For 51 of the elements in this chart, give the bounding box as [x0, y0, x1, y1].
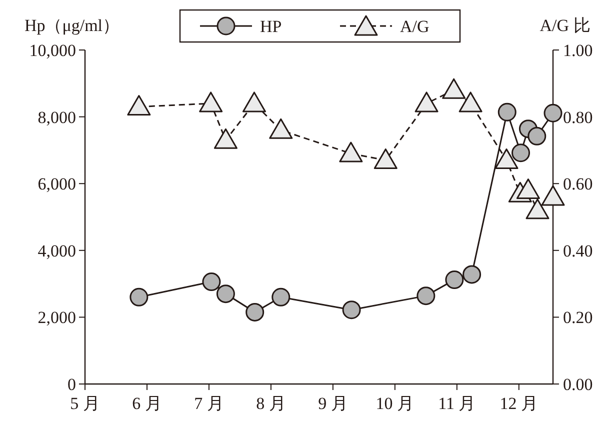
x-tick-label: 5 月: [70, 394, 100, 413]
y2-tick-label: 0.20: [563, 308, 593, 328]
legend-label: HP: [260, 17, 282, 36]
x-tick-label: 11 月: [438, 394, 476, 413]
y-tick-label: 0: [68, 375, 76, 394]
y-tick-label: 6,000: [38, 174, 76, 194]
y2-tick-label: 0.00: [563, 375, 593, 394]
y2-axis-title: A/G 比: [540, 16, 590, 35]
y2-tick-label: 1.00: [563, 41, 593, 60]
point: [339, 142, 363, 162]
point: [414, 92, 438, 112]
x-tick-label: 7 月: [194, 394, 224, 413]
point: [516, 178, 540, 200]
point: [202, 272, 221, 292]
x-tick-label: 6 月: [132, 394, 162, 413]
point: [528, 126, 546, 146]
x-tick-label: 10 月: [376, 394, 414, 413]
point: [445, 270, 464, 290]
point: [342, 300, 361, 320]
x-tick-label: 12 月: [500, 394, 538, 413]
y-tick-label: 10,000: [29, 41, 76, 60]
x-tick-label: 9 月: [318, 394, 348, 413]
y-tick-label: 2,000: [38, 308, 76, 328]
point: [541, 185, 565, 206]
point: [214, 128, 238, 149]
y-tick-label: 8,000: [38, 108, 76, 127]
point: [526, 198, 550, 220]
point: [544, 104, 562, 122]
point: [127, 95, 151, 116]
y-tick-label: 4,000: [38, 241, 76, 260]
point: [416, 286, 436, 306]
point: [269, 118, 293, 139]
y2-tick-label: 0.40: [563, 241, 593, 260]
point: [494, 148, 518, 169]
point: [130, 288, 148, 306]
y2-tick-label: 0.60: [563, 174, 593, 194]
point: [216, 284, 235, 304]
point: [272, 288, 290, 306]
point: [458, 92, 482, 112]
point: [199, 92, 223, 112]
point: [512, 144, 530, 162]
point: [442, 78, 466, 99]
x-tick-label: 8 月: [256, 394, 286, 413]
y2-tick-label: 0.80: [563, 108, 593, 127]
y-axis-title: Hp（μg/ml）: [24, 16, 120, 35]
point: [246, 302, 264, 322]
point: [498, 102, 516, 122]
point: [462, 265, 482, 284]
legend-label: A/G: [400, 17, 430, 36]
point: [374, 148, 398, 169]
point: [242, 92, 266, 112]
